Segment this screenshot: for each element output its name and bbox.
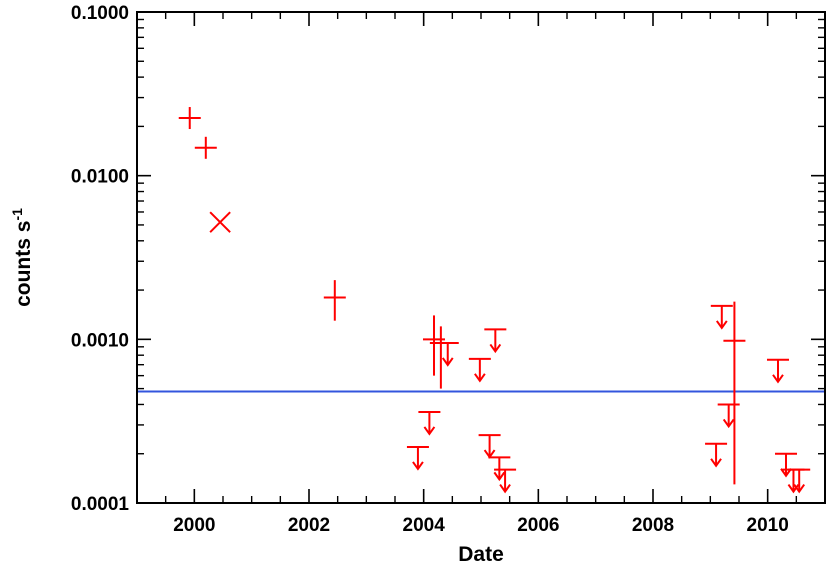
upper-limit-point [478,434,501,459]
upper-limit-point [717,403,740,429]
plot-marks [137,107,825,494]
plot-frame [136,11,826,504]
detection-point [194,136,217,159]
y-axis-title-text: counts s [12,221,35,307]
x-marker-stroke-b [209,211,231,233]
x-tick-label: 2000 [173,515,215,536]
upper-limit-arrowhead [423,426,436,436]
upper-limit-arrowhead [493,471,506,482]
upper-limit-point [494,468,517,494]
upper-limit-point [468,357,491,383]
upper-limit-arrowhead [499,484,511,494]
upper-limit-arrowhead [412,461,424,471]
detection-point [323,280,346,321]
y-axis-title-exponent: -1 [9,208,25,221]
upper-limit-arrowhead [772,374,784,384]
x-tick-label: 2008 [632,515,674,536]
upper-limit-point [766,358,789,384]
x-tick-label: 2004 [403,515,446,536]
upper-limit-arrowhead [722,418,735,429]
upper-limit-arrowhead [710,458,722,468]
axis-tick-labels: 2000 2002 2004 2006 2008 2010 0.0001 0.0010 0.01… [71,3,789,536]
x-axis-title: Date [458,543,504,566]
upper-limit-arrowhead [489,343,502,354]
y-tick-label: 0.0100 [71,167,129,188]
axis-ticks [136,11,826,504]
upper-limit-point [436,341,459,367]
detection-point [723,301,746,485]
upper-limit-point [406,445,429,471]
y-tick-label: 0.0001 [71,494,130,515]
y-tick-label: 0.0010 [71,330,129,351]
detection-point [178,107,201,130]
x-tick-label: 2006 [517,515,559,536]
y-axis-title: counts s-1 [9,208,35,307]
upper-limit-point [788,468,811,494]
upper-limit-point [775,452,798,478]
upper-limit-point [488,456,511,482]
upper-limit-point [710,304,733,330]
upper-limit-arrowhead [715,320,728,330]
y-tick-label: 0.1000 [71,3,129,24]
upper-limit-point [484,328,507,354]
upper-limit-arrowhead [793,484,806,494]
upper-limit-arrowhead [474,373,486,383]
special-x-marker [209,211,231,233]
upper-limit-point [418,410,441,436]
upper-limit-point [705,442,728,468]
upper-limit-arrowhead [441,357,454,367]
x-tick-label: 2010 [747,515,789,536]
x-tick-label: 2002 [288,515,330,536]
upper-limit-arrowhead [780,468,792,478]
